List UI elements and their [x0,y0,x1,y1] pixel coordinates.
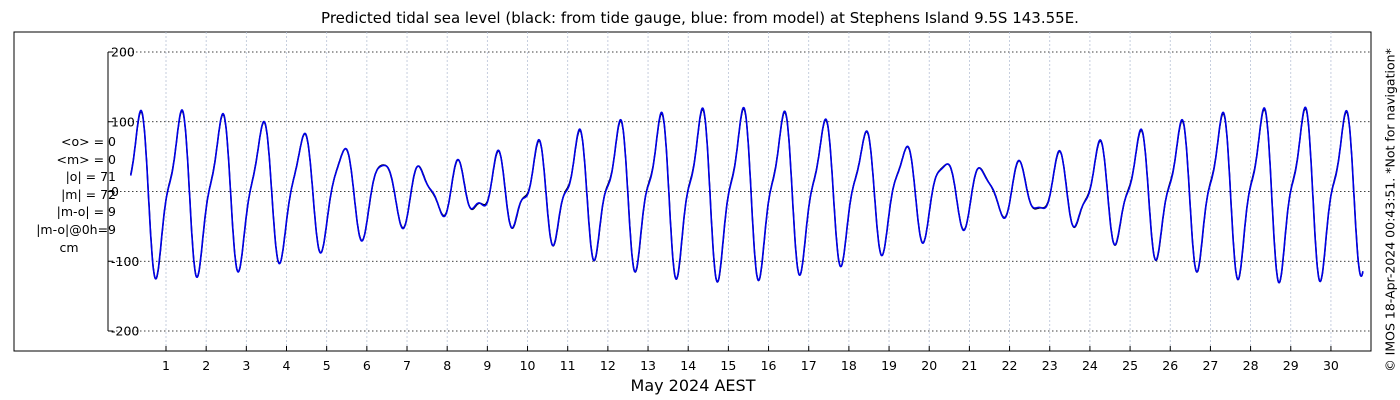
y-tick-label: 200 [111,45,135,60]
credit-text: © IMOS 18-Apr-2024 00:43:51. *Not for na… [1382,48,1398,372]
stat-abs-observed: |o| = 71 [65,169,116,185]
y-tick-label: -200 [111,324,139,339]
series-model-line [129,106,1364,284]
stat-mean-observed: <o> = 0 [61,134,116,149]
x-tick-label: 29 [1283,358,1299,373]
x-tick-label: 14 [680,358,696,373]
stat-mean-model: <m> = 0 [56,151,117,167]
x-tick-label: 20 [921,358,937,373]
x-tick-label: 6 [363,358,371,373]
x-tick-label: 17 [801,358,817,373]
y-tick-label: -100 [111,254,139,269]
stat-abs-diff-0h: |m-o|@0h=9 [36,221,116,237]
x-tick-label: 23 [1042,358,1058,373]
x-tick-label: 24 [1082,358,1098,373]
y-tick-label: 100 [111,114,135,129]
x-tick-label: 5 [323,358,331,373]
x-tick-label: 18 [841,358,857,373]
x-tick-label: 1 [162,358,170,373]
x-tick-label: 8 [443,358,451,373]
x-tick-label: 21 [961,358,977,373]
x-axis-label: May 2024 AEST [630,376,756,395]
stats-panel: <o> = 0 <m> = 0 |o| = 71 |m| = 72 |m-o| … [14,133,116,256]
y-tick-label: 0 [111,184,119,199]
x-tick-label: 28 [1243,358,1259,373]
x-tick-label: 30 [1323,358,1339,373]
x-tick-label: 4 [283,358,291,373]
x-tick-label: 9 [483,358,491,373]
x-tick-label: 22 [1002,358,1018,373]
x-tick-label: 2 [202,358,210,373]
chart-title: Predicted tidal sea level (black: from t… [321,9,1079,27]
x-tick-label: 3 [242,358,250,373]
stat-abs-diff: |m-o| = 9 [56,204,116,220]
x-tick-label: 15 [720,358,736,373]
x-tick-label: 27 [1202,358,1218,373]
series-group [129,106,1364,284]
grid [108,32,1371,351]
x-tick-label: 12 [600,358,616,373]
stat-abs-model: |m| = 72 [61,186,116,202]
x-tick-label: 19 [881,358,897,373]
plot-frame [13,31,1372,352]
x-tick-label: 10 [520,358,536,373]
x-tick-label: 7 [403,358,411,373]
x-tick-label: 11 [560,358,576,373]
x-tick-label: 25 [1122,358,1138,373]
x-tick-label: 16 [761,358,777,373]
x-tick-label: 13 [640,358,656,373]
stat-unit: cm [59,239,79,255]
x-tick-label: 26 [1162,358,1178,373]
